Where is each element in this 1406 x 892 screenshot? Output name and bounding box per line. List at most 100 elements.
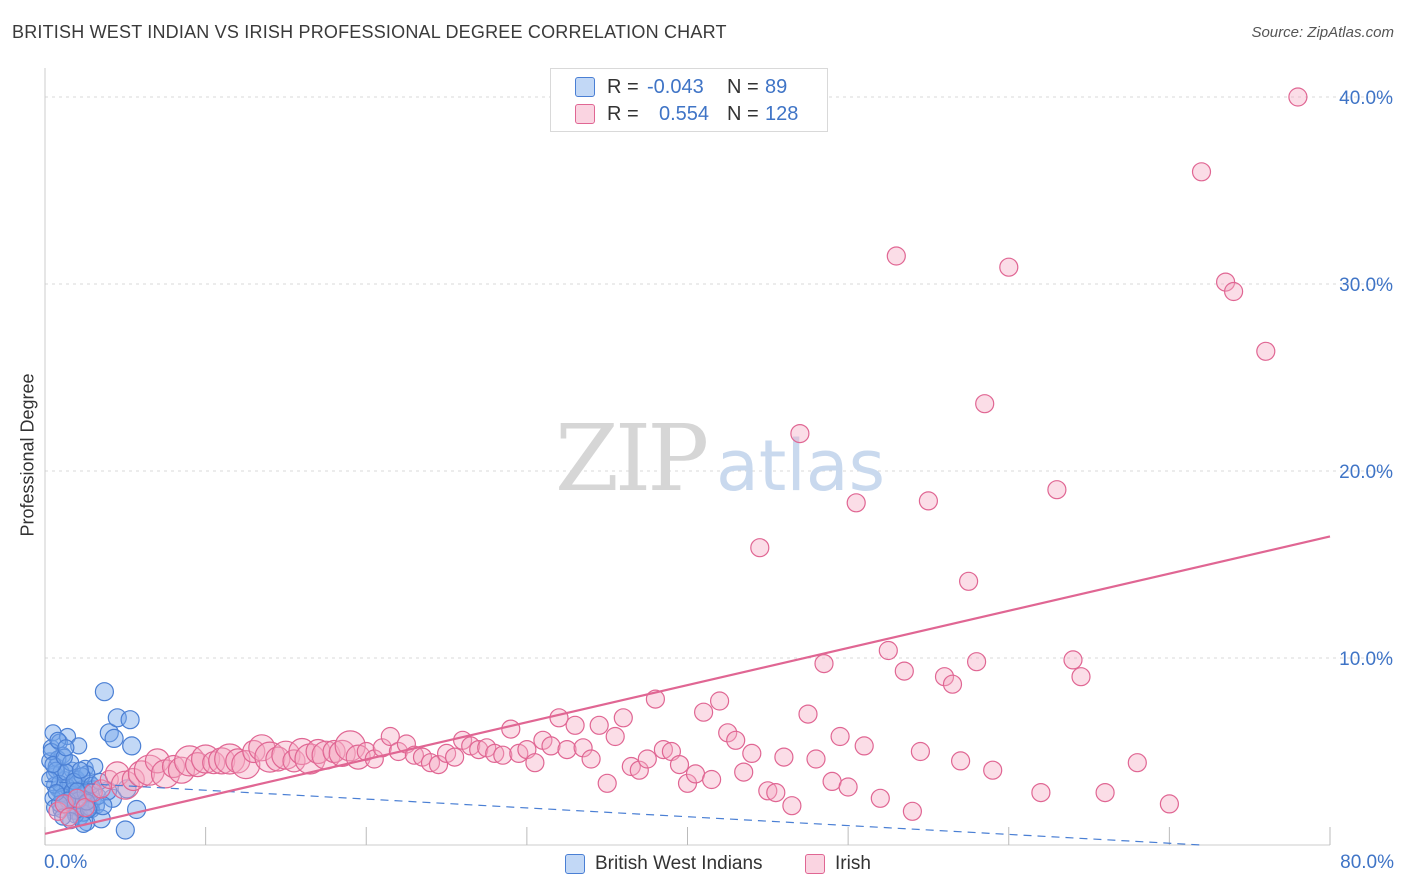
y-tick-label: 20.0% [1339,462,1393,483]
point-irish [1095,782,1115,803]
point-irish [48,801,68,821]
y-tick-label: 10.0% [1339,649,1393,670]
point-irish [605,726,625,747]
point-irish [549,708,569,728]
point-irish [983,760,1003,780]
legend-row-irish: R = 0.554 N = 128 [575,102,798,126]
point-irish [501,719,521,739]
legend-swatch-pink [805,854,825,874]
point-irish [734,762,754,782]
point-irish [565,715,585,735]
point-irish [999,257,1019,277]
point-irish [1047,480,1067,500]
trendline-british-west-indians [44,780,1202,846]
point-irish [742,743,762,764]
point-irish [1127,753,1147,773]
point-irish [653,739,674,760]
point-irish [758,781,778,801]
legend-r-label: R = [607,75,639,98]
point-irish [950,751,971,771]
point-irish [380,726,400,747]
point-irish [493,745,513,765]
legend-item-irish[interactable]: Irish [805,852,871,876]
point-irish [557,739,577,760]
point-irish [782,796,802,816]
point-irish [766,782,786,803]
point-irish [669,754,690,775]
point-irish [282,749,306,773]
point-british-west-indian [115,820,135,840]
point-british-west-indian [120,710,140,730]
point-irish [958,571,979,591]
point-irish [1256,341,1276,361]
point-irish [846,493,866,513]
point-irish [709,691,730,711]
point-irish [822,771,842,792]
point-irish [597,773,617,793]
chart-title: BRITISH WEST INDIAN VS IRISH PROFESSIONA… [12,22,727,42]
point-irish [701,769,722,790]
point-irish [830,726,850,747]
point-irish [404,745,424,765]
point-irish [1031,782,1051,803]
point-irish [613,708,633,728]
legend-row-british-west-indians: R = -0.043 N = 89 [575,75,787,99]
point-irish [589,715,609,735]
point-irish [718,723,738,743]
point-irish [790,424,810,444]
point-irish [870,788,890,808]
legend-swatch-pink [575,104,595,124]
point-irish [726,730,746,750]
x-tick-label-min: 0.0% [44,852,88,873]
legend-r-label: R = [607,102,639,125]
point-irish [806,749,826,769]
point-irish [1223,281,1244,302]
y-tick-label: 30.0% [1339,275,1393,296]
point-irish [1063,650,1083,670]
legend-r-value: -0.043 [647,75,704,98]
axes [44,68,1331,846]
point-irish [214,743,246,775]
data-points [41,87,1308,840]
point-british-west-indian [94,682,115,702]
zipatlas-watermark: ZIP atlas [555,405,885,512]
source-note: Source: ZipAtlas.com [1251,24,1394,41]
point-irish [886,246,906,266]
y-tick-label: 40.0% [1339,88,1393,109]
point-british-west-indian [127,799,147,820]
point-irish [59,807,79,827]
point-irish [202,751,226,775]
point-british-west-indian [104,728,124,749]
point-irish [934,667,955,687]
point-irish [525,753,545,773]
point-british-west-indian [122,736,142,756]
point-irish [798,704,818,724]
y-tick-labels: 10.0% 20.0% 30.0% 40.0% [1339,88,1393,670]
trend-lines [44,535,1331,846]
point-irish [910,741,931,762]
point-irish [573,738,593,758]
point-irish [428,754,449,775]
point-irish [1288,87,1308,107]
point-irish [693,702,714,722]
stats-legend: R = -0.043 N = 89 R = 0.554 N = 128 [550,68,828,132]
point-irish [1159,794,1180,814]
trendline-irish [44,535,1331,835]
legend-swatch-blue [565,854,585,874]
point-irish [894,661,914,681]
point-irish [878,640,898,661]
point-irish [814,653,834,674]
point-irish [485,743,505,764]
point-irish [685,764,706,784]
point-irish [469,739,489,760]
point-irish [975,394,995,414]
legend-r-value: 0.554 [659,102,710,125]
legend-item-british-west-indians[interactable]: British West Indians [565,852,763,876]
point-irish [174,745,206,777]
point-irish [445,747,465,767]
legend-label: Irish [835,853,871,874]
point-irish [1191,162,1212,182]
point-irish [75,797,95,818]
point-irish [254,741,286,773]
point-irish [966,652,987,672]
